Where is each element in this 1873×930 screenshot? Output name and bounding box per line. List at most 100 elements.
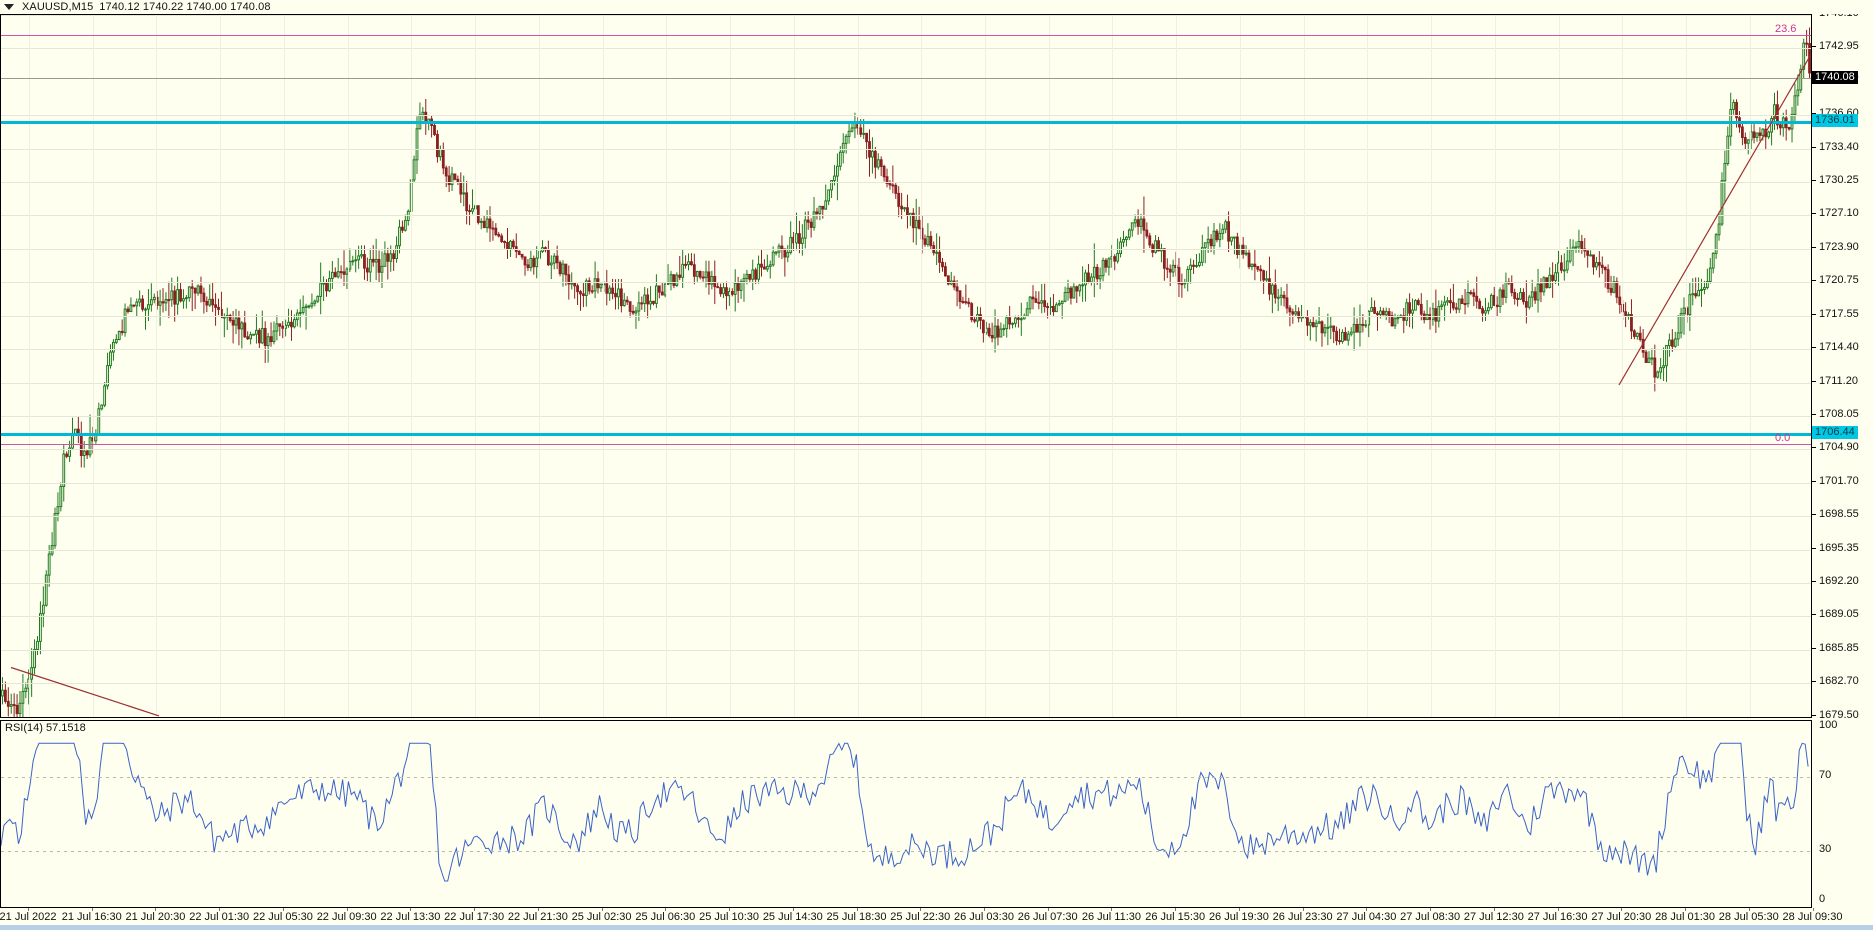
gridline [1, 148, 1811, 150]
vertical-gridline [538, 15, 540, 717]
price-axis-label: 1730.25 [1819, 174, 1859, 187]
time-tick [856, 908, 858, 911]
time-tick [474, 908, 476, 911]
price-axis-label: 1727.10 [1819, 207, 1859, 220]
price-axis-label: 1682.70 [1819, 675, 1859, 688]
rsi-axis-label: 70 [1819, 768, 1832, 781]
vertical-gridline [1048, 15, 1050, 717]
tick-mark [1812, 715, 1816, 716]
price-tag-1740.08: 1740.08 [1812, 71, 1858, 85]
time-tick [1812, 908, 1814, 911]
price-tag-1736.01: 1736.01 [1812, 114, 1858, 128]
gridline [1, 249, 1811, 250]
level-line-support[interactable] [1, 433, 1811, 437]
time-tick [1621, 908, 1623, 911]
time-tick [1111, 908, 1113, 911]
tick-mark [1812, 547, 1816, 549]
price-axis[interactable]: 1746.101742.951740.081736.601733.401730.… [1812, 7, 1873, 721]
time-axis-label: 22 Jul 05:30 [252, 911, 313, 923]
rsi-indicator-pane[interactable]: RSI(14) 57.1518 [0, 720, 1812, 908]
chart-header: XAUUSD,M15 1740.12 1740.22 1740.00 1740.… [0, 0, 1873, 14]
tick-mark [1812, 614, 1816, 616]
time-tick [1557, 908, 1559, 911]
time-axis-label: 26 Jul 23:30 [1272, 911, 1333, 923]
time-tick [282, 908, 284, 911]
vertical-gridline [666, 15, 668, 717]
gridline [1, 382, 1811, 384]
time-axis-label: 28 Jul 01:30 [1655, 911, 1715, 923]
vertical-gridline [220, 15, 222, 717]
time-axis-label: 22 Jul 21:30 [507, 911, 568, 923]
vertical-gridline [347, 15, 349, 717]
time-tick [665, 908, 667, 911]
vertical-gridline [984, 15, 986, 717]
tick-mark [1812, 648, 1816, 650]
level-line-fib-23.6[interactable] [1, 35, 1811, 37]
price-axis-label: 1733.40 [1819, 140, 1859, 153]
vertical-gridline [1176, 15, 1178, 717]
price-axis-label: 1679.50 [1819, 709, 1859, 721]
vertical-gridline [29, 15, 30, 717]
time-axis-label: 27 Jul 20:30 [1591, 911, 1652, 923]
gridline [1, 483, 1811, 484]
vertical-gridline [793, 15, 795, 717]
time-axis-label: 28 Jul 05:30 [1718, 911, 1779, 923]
vertical-gridline [92, 15, 94, 717]
vertical-gridline [411, 15, 413, 717]
tick-mark [1812, 113, 1816, 115]
symbol-period-label: XAUUSD,M15 [22, 1, 94, 13]
time-axis-label: 22 Jul 17:30 [444, 911, 505, 923]
vertical-gridline [1749, 15, 1751, 717]
gridline [1, 516, 1811, 518]
rsi-axis-label: 0 [1819, 893, 1826, 905]
time-axis-label: 25 Jul 22:30 [890, 911, 951, 923]
tick-mark [1812, 681, 1816, 683]
price-axis-label: 1711.20 [1819, 374, 1858, 387]
rsi-line-series [1, 742, 1809, 882]
gridline [1, 48, 1811, 50]
price-axis-label: 1689.05 [1819, 608, 1859, 621]
gridline [1, 449, 1811, 451]
tick-mark [1812, 213, 1816, 215]
tick-mark [1812, 414, 1816, 416]
tick-mark [1812, 46, 1816, 48]
time-tick [1047, 908, 1049, 911]
time-tick [1493, 908, 1495, 911]
vertical-gridline [1239, 15, 1241, 717]
price-axis-label: 1720.75 [1819, 274, 1859, 287]
gridline [1, 215, 1811, 217]
tick-mark [1812, 146, 1816, 148]
time-axis-label: 27 Jul 12:30 [1463, 911, 1524, 923]
horizontal-scrollbar[interactable] [0, 925, 1873, 930]
gridline [1, 182, 1811, 184]
gridline [1, 616, 1811, 618]
time-axis-label: 27 Jul 04:30 [1336, 911, 1397, 923]
rsi-guide-30 [1, 851, 1811, 853]
gridline [1, 15, 1811, 16]
price-axis-label: 1723.90 [1819, 241, 1859, 253]
time-tick [920, 908, 922, 911]
rsi-axis: 100 70 30 0 [1812, 719, 1873, 908]
time-axis[interactable]: 21 Jul 2022 21 Jul 16:30 21 Jul 20:30 22 Ju… [0, 908, 1873, 930]
level-line-resistance[interactable] [1, 121, 1811, 125]
time-tick [346, 908, 348, 911]
time-axis-label: 25 Jul 06:30 [635, 911, 696, 923]
time-axis-label: 26 Jul 19:30 [1208, 911, 1269, 923]
time-axis-label: 26 Jul 11:30 [1081, 911, 1141, 923]
price-axis-label: 1695.35 [1819, 541, 1859, 554]
time-axis-label: 28 Jul 09:30 [1782, 911, 1843, 923]
gridline [1, 115, 1811, 117]
triangle-down-icon[interactable] [4, 4, 14, 10]
rsi-guide-70 [1, 776, 1811, 778]
time-axis-label: 26 Jul 15:30 [1145, 911, 1206, 923]
fib-label-0.0: 0.0 [1775, 432, 1791, 444]
price-chart-pane[interactable]: 23.6 0.0 [0, 14, 1812, 718]
level-line-fib-0.0[interactable] [1, 444, 1811, 445]
gridline [1, 583, 1811, 585]
gridline [1, 349, 1811, 351]
tick-mark [1812, 347, 1816, 349]
time-axis-label: 26 Jul 07:30 [1017, 911, 1078, 923]
rsi-axis-label: 30 [1819, 843, 1832, 856]
time-tick [219, 908, 221, 911]
level-line-current-price[interactable] [1, 78, 1811, 80]
